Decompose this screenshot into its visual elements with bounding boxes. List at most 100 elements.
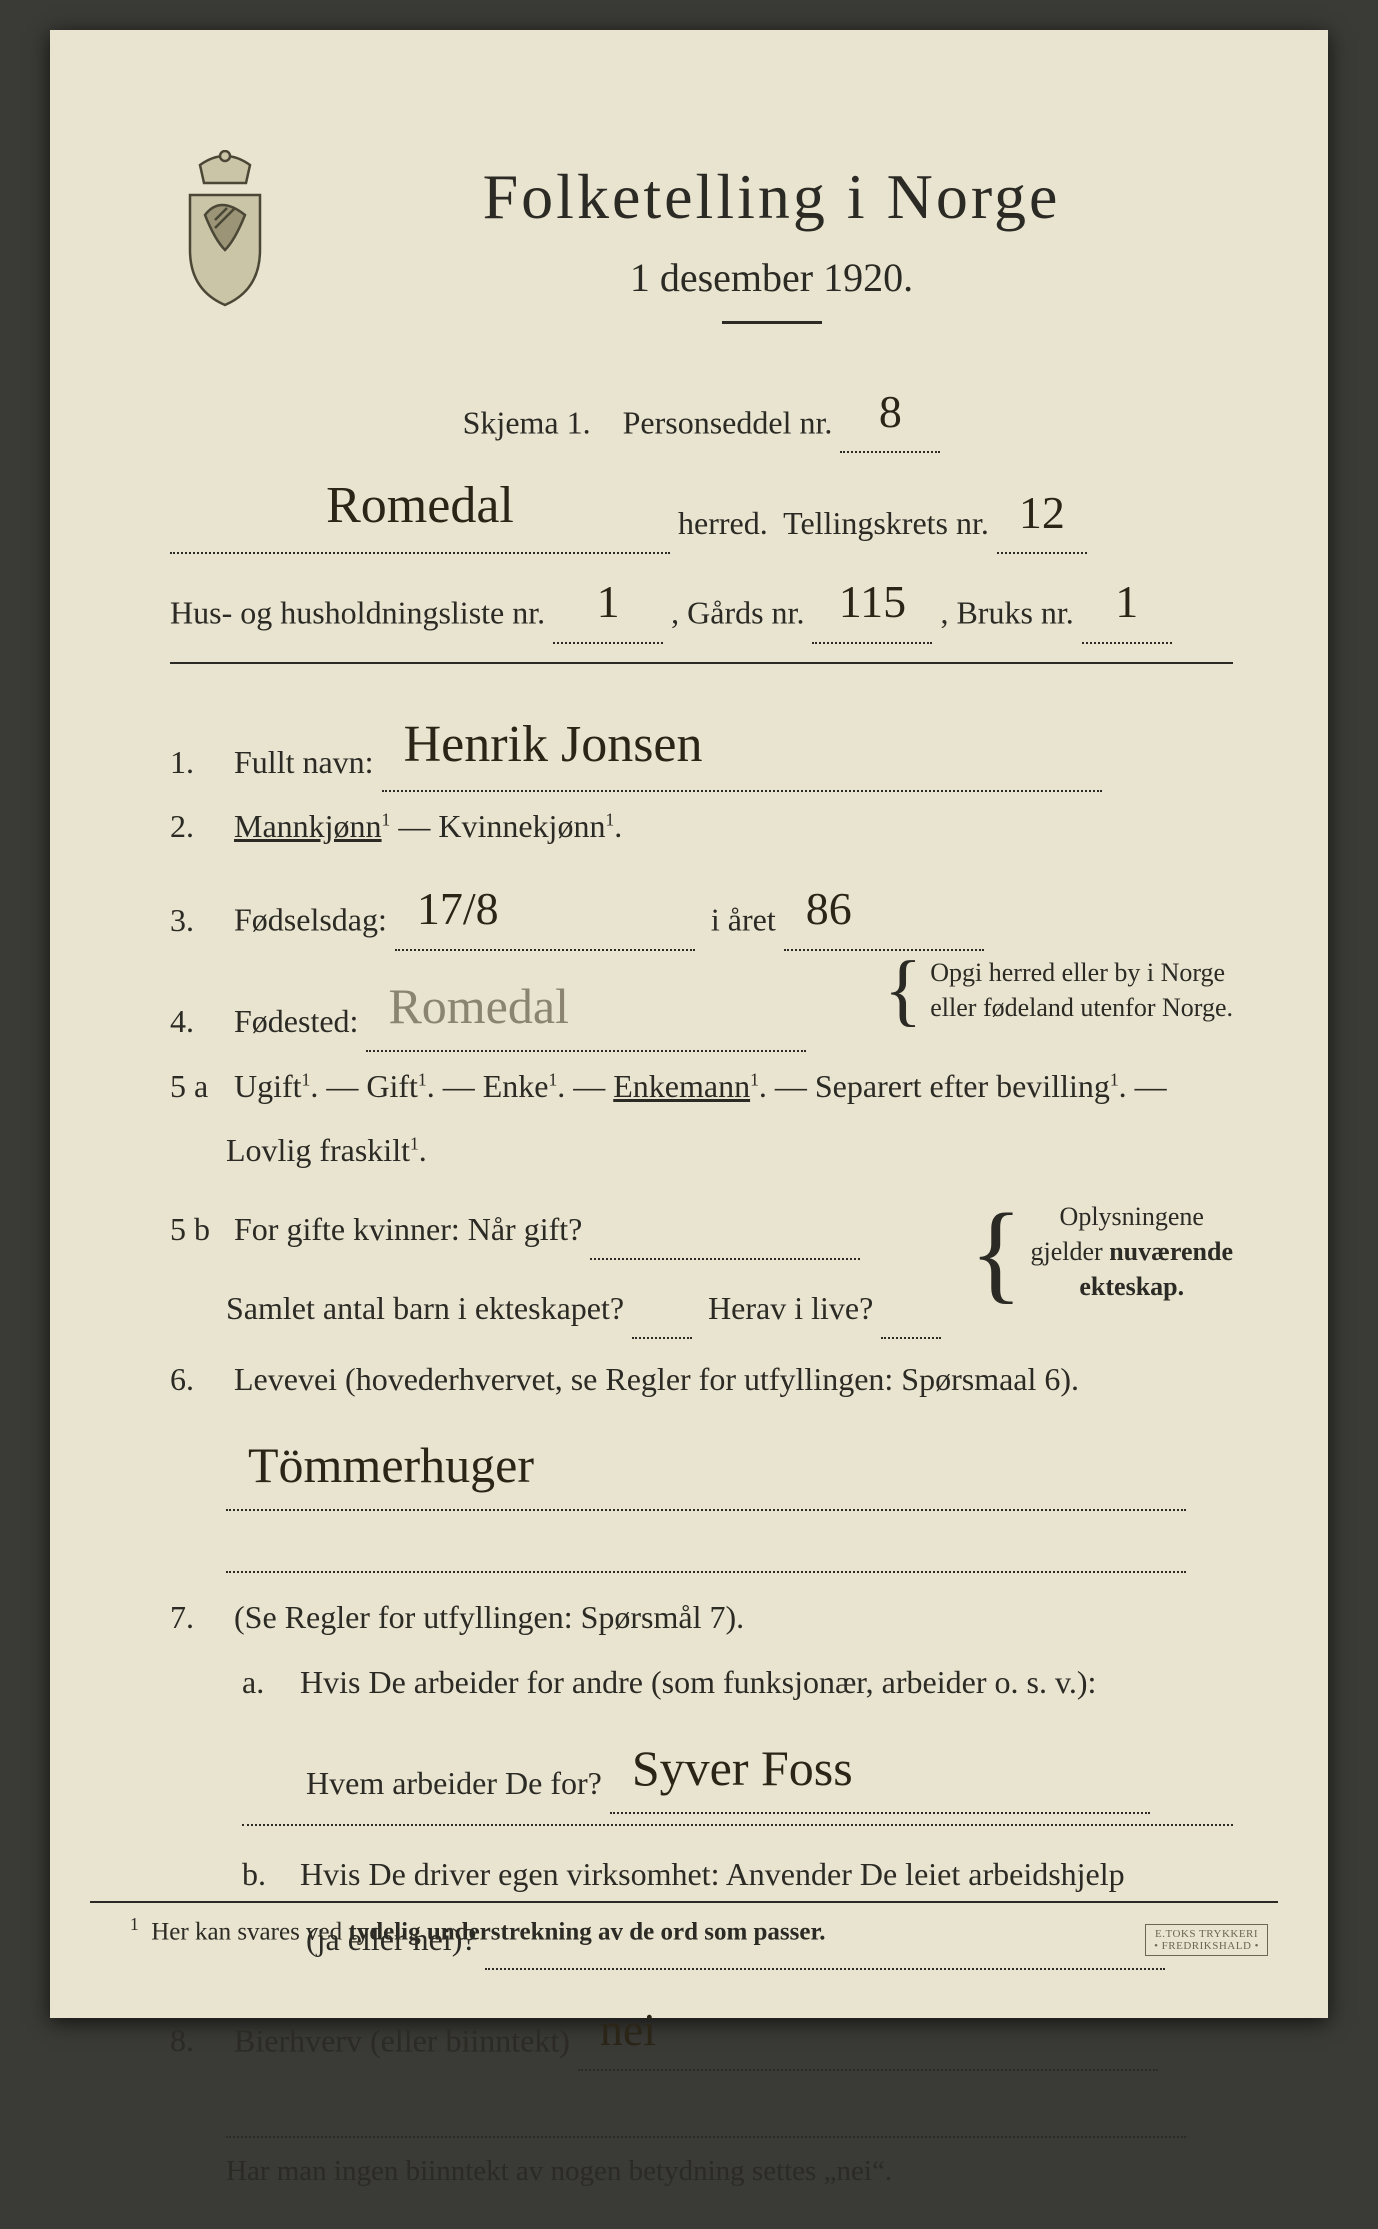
printer-l2: • FREDRIKSHALD • [1154,1940,1259,1952]
herred-line: Romedal herred. Tellingskrets nr. 12 [170,453,1233,554]
q1: 1. Fullt navn: Henrik Jonsen [170,692,1233,793]
tellingskrets-value: 12 [1013,469,1071,556]
q1-num: 1. [170,732,226,793]
footnote: 1 Her kan svares ved tydelig understrekn… [130,1914,826,1946]
hus-value: 1 [591,558,626,645]
q5b-label2: Samlet antal barn i ekteskapet? [226,1290,624,1326]
q4-num: 4. [170,991,226,1052]
q7-label: (Se Regler for utfyllingen: Spørsmål 7). [234,1599,744,1635]
schema-line: Skjema 1. Personseddel nr. 8 [170,364,1233,453]
q5a-enkemann: Enkemann [613,1068,750,1104]
hus-line: Hus- og husholdningsliste nr. 1 , Gårds … [170,554,1233,643]
coat-of-arms-icon [170,150,280,310]
main-title: Folketelling i Norge [310,160,1233,234]
printer-l1: E.TOKS TRYKKERI [1154,1928,1259,1940]
q5a-fraskilt: Lovlig fraskilt [226,1132,410,1168]
q8: 8. Bierhverv (eller biinntekt) nei [170,1982,1233,2071]
q5a-gift: Gift [366,1068,418,1104]
q5a-num: 5 a [170,1056,226,1117]
q7a-num: a. [242,1652,292,1713]
brace-icon: { [884,966,922,1014]
q5a-enke: Enke [483,1068,549,1104]
gard-label: , Gårds nr. [671,595,804,631]
q4: 4. Fødested: Romedal { Opgi herred eller… [170,955,1233,1052]
gard-value: 115 [833,558,912,645]
bruk-value: 1 [1109,558,1144,645]
herred-value: Romedal [320,457,520,556]
printer-stamp: E.TOKS TRYKKERI • FREDRIKSHALD • [1145,1924,1268,1956]
q5b-note2: gjelder nuværende [1031,1234,1233,1269]
q5b-note1: Oplysningene [1031,1199,1233,1234]
q8-num: 8. [170,2010,226,2071]
q2-kvinne: Kvinnekjønn [438,808,605,844]
dotted-rule [242,1824,1233,1826]
q7a: a. Hvis De arbeider for andre (som funks… [170,1652,1233,1713]
q3: 3. Fødselsdag: 17/8 i året 86 [170,861,1233,950]
schema-label1: Skjema 1. [463,405,591,441]
q7a-value: Syver Foss [626,1721,859,1816]
footnote-sup: 1 [130,1914,139,1934]
q1-value: Henrik Jonsen [398,696,709,795]
q2-sup2: 1 [605,810,614,830]
q7a-text1: Hvis De arbeider for andre (som funksjon… [300,1664,1096,1700]
q5b-label1: For gifte kvinner: Når gift? [234,1211,582,1247]
q6-label: Levevei (hovederhvervet, se Regler for u… [234,1361,1079,1397]
q5b-num: 5 b [170,1199,226,1260]
title-block: Folketelling i Norge 1 desember 1920. [310,150,1233,354]
separator-rule [170,662,1233,664]
q4-note1: Opgi herred eller by i Norge [930,955,1233,990]
q4-note2: eller fødeland utenfor Norge. [930,990,1233,1025]
tail-note: Har man ingen biinntekt av nogen betydni… [170,2144,1233,2199]
q2-sup1: 1 [382,810,391,830]
herred-label: herred. [678,505,768,541]
q6-value: Tömmerhuger [242,1418,540,1513]
bruk-label: , Bruks nr. [940,595,1073,631]
q4-note: { Opgi herred eller by i Norge eller fød… [884,955,1233,1025]
q3-num: 3. [170,890,226,951]
q6-num: 6. [170,1349,226,1410]
q8-label: Bierhverv (eller biinntekt) [234,2022,570,2058]
q5b-note3: ekteskap. [1031,1269,1233,1304]
q7b-text1: Hvis De driver egen virksomhet: Anvender… [300,1856,1125,1892]
q4-value: Romedal [382,959,575,1054]
q7-num: 7. [170,1587,226,1648]
q5b-note: { Oplysningene gjelder nuværende ekteska… [970,1199,1233,1304]
q5b: 5 b For gifte kvinner: Når gift? Samlet … [170,1199,1233,1339]
q6-value-line: Tömmerhuger [170,1414,1233,1511]
header: Folketelling i Norge 1 desember 1920. [170,150,1233,354]
q5a-separert: Separert efter bevilling [815,1068,1110,1104]
q4-label: Fødested: [234,1003,358,1039]
q7a-2: Hvem arbeider De for? Syver Foss [170,1717,1233,1814]
q8-value: nei [594,1986,662,2073]
q5a: 5 a Ugift1. — Gift1. — Enke1. — Enkemann… [170,1056,1233,1117]
hus-label: Hus- og husholdningsliste nr. [170,595,545,631]
brace-icon: { [970,1219,1023,1285]
q2-dot: . [614,808,622,844]
footnote-text: Her kan svares ved tydelig understreknin… [151,1918,825,1945]
q7b: b. Hvis De driver egen virksomhet: Anven… [170,1844,1233,1905]
tellingskrets-label: Tellingskrets nr. [783,505,989,541]
schema-label2: Personseddel nr. [623,405,833,441]
document-paper: Folketelling i Norge 1 desember 1920. Sk… [50,30,1328,2018]
q3-mid: i året [711,902,776,938]
content-area: Folketelling i Norge 1 desember 1920. Sk… [50,30,1328,2229]
q5a-tail: Lovlig fraskilt1. [170,1120,1233,1181]
q2: 2. Mannkjønn1 — Kvinnekjønn1. [170,796,1233,857]
subtitle: 1 desember 1920. [310,254,1233,301]
q2-dash: — [398,808,438,844]
personseddel-value: 8 [873,368,908,455]
q7a-text2: Hvem arbeider De for? [306,1765,602,1801]
q3-label: Fødselsdag: [234,902,387,938]
q7: 7. (Se Regler for utfyllingen: Spørsmål … [170,1587,1233,1648]
q2-mann: Mannkjønn [234,808,382,844]
q5a-ugift: Ugift [234,1068,302,1104]
q6: 6. Levevei (hovederhvervet, se Regler fo… [170,1349,1233,1410]
q3-day: 17/8 [411,865,505,952]
q3-year: 86 [800,865,858,952]
title-underline [722,321,822,324]
q2-num: 2. [170,796,226,857]
footnote-rule [90,1901,1278,1903]
q5b-label3: Herav i live? [708,1290,873,1326]
q1-label: Fullt navn: [234,744,374,780]
q7b-num: b. [242,1844,292,1905]
